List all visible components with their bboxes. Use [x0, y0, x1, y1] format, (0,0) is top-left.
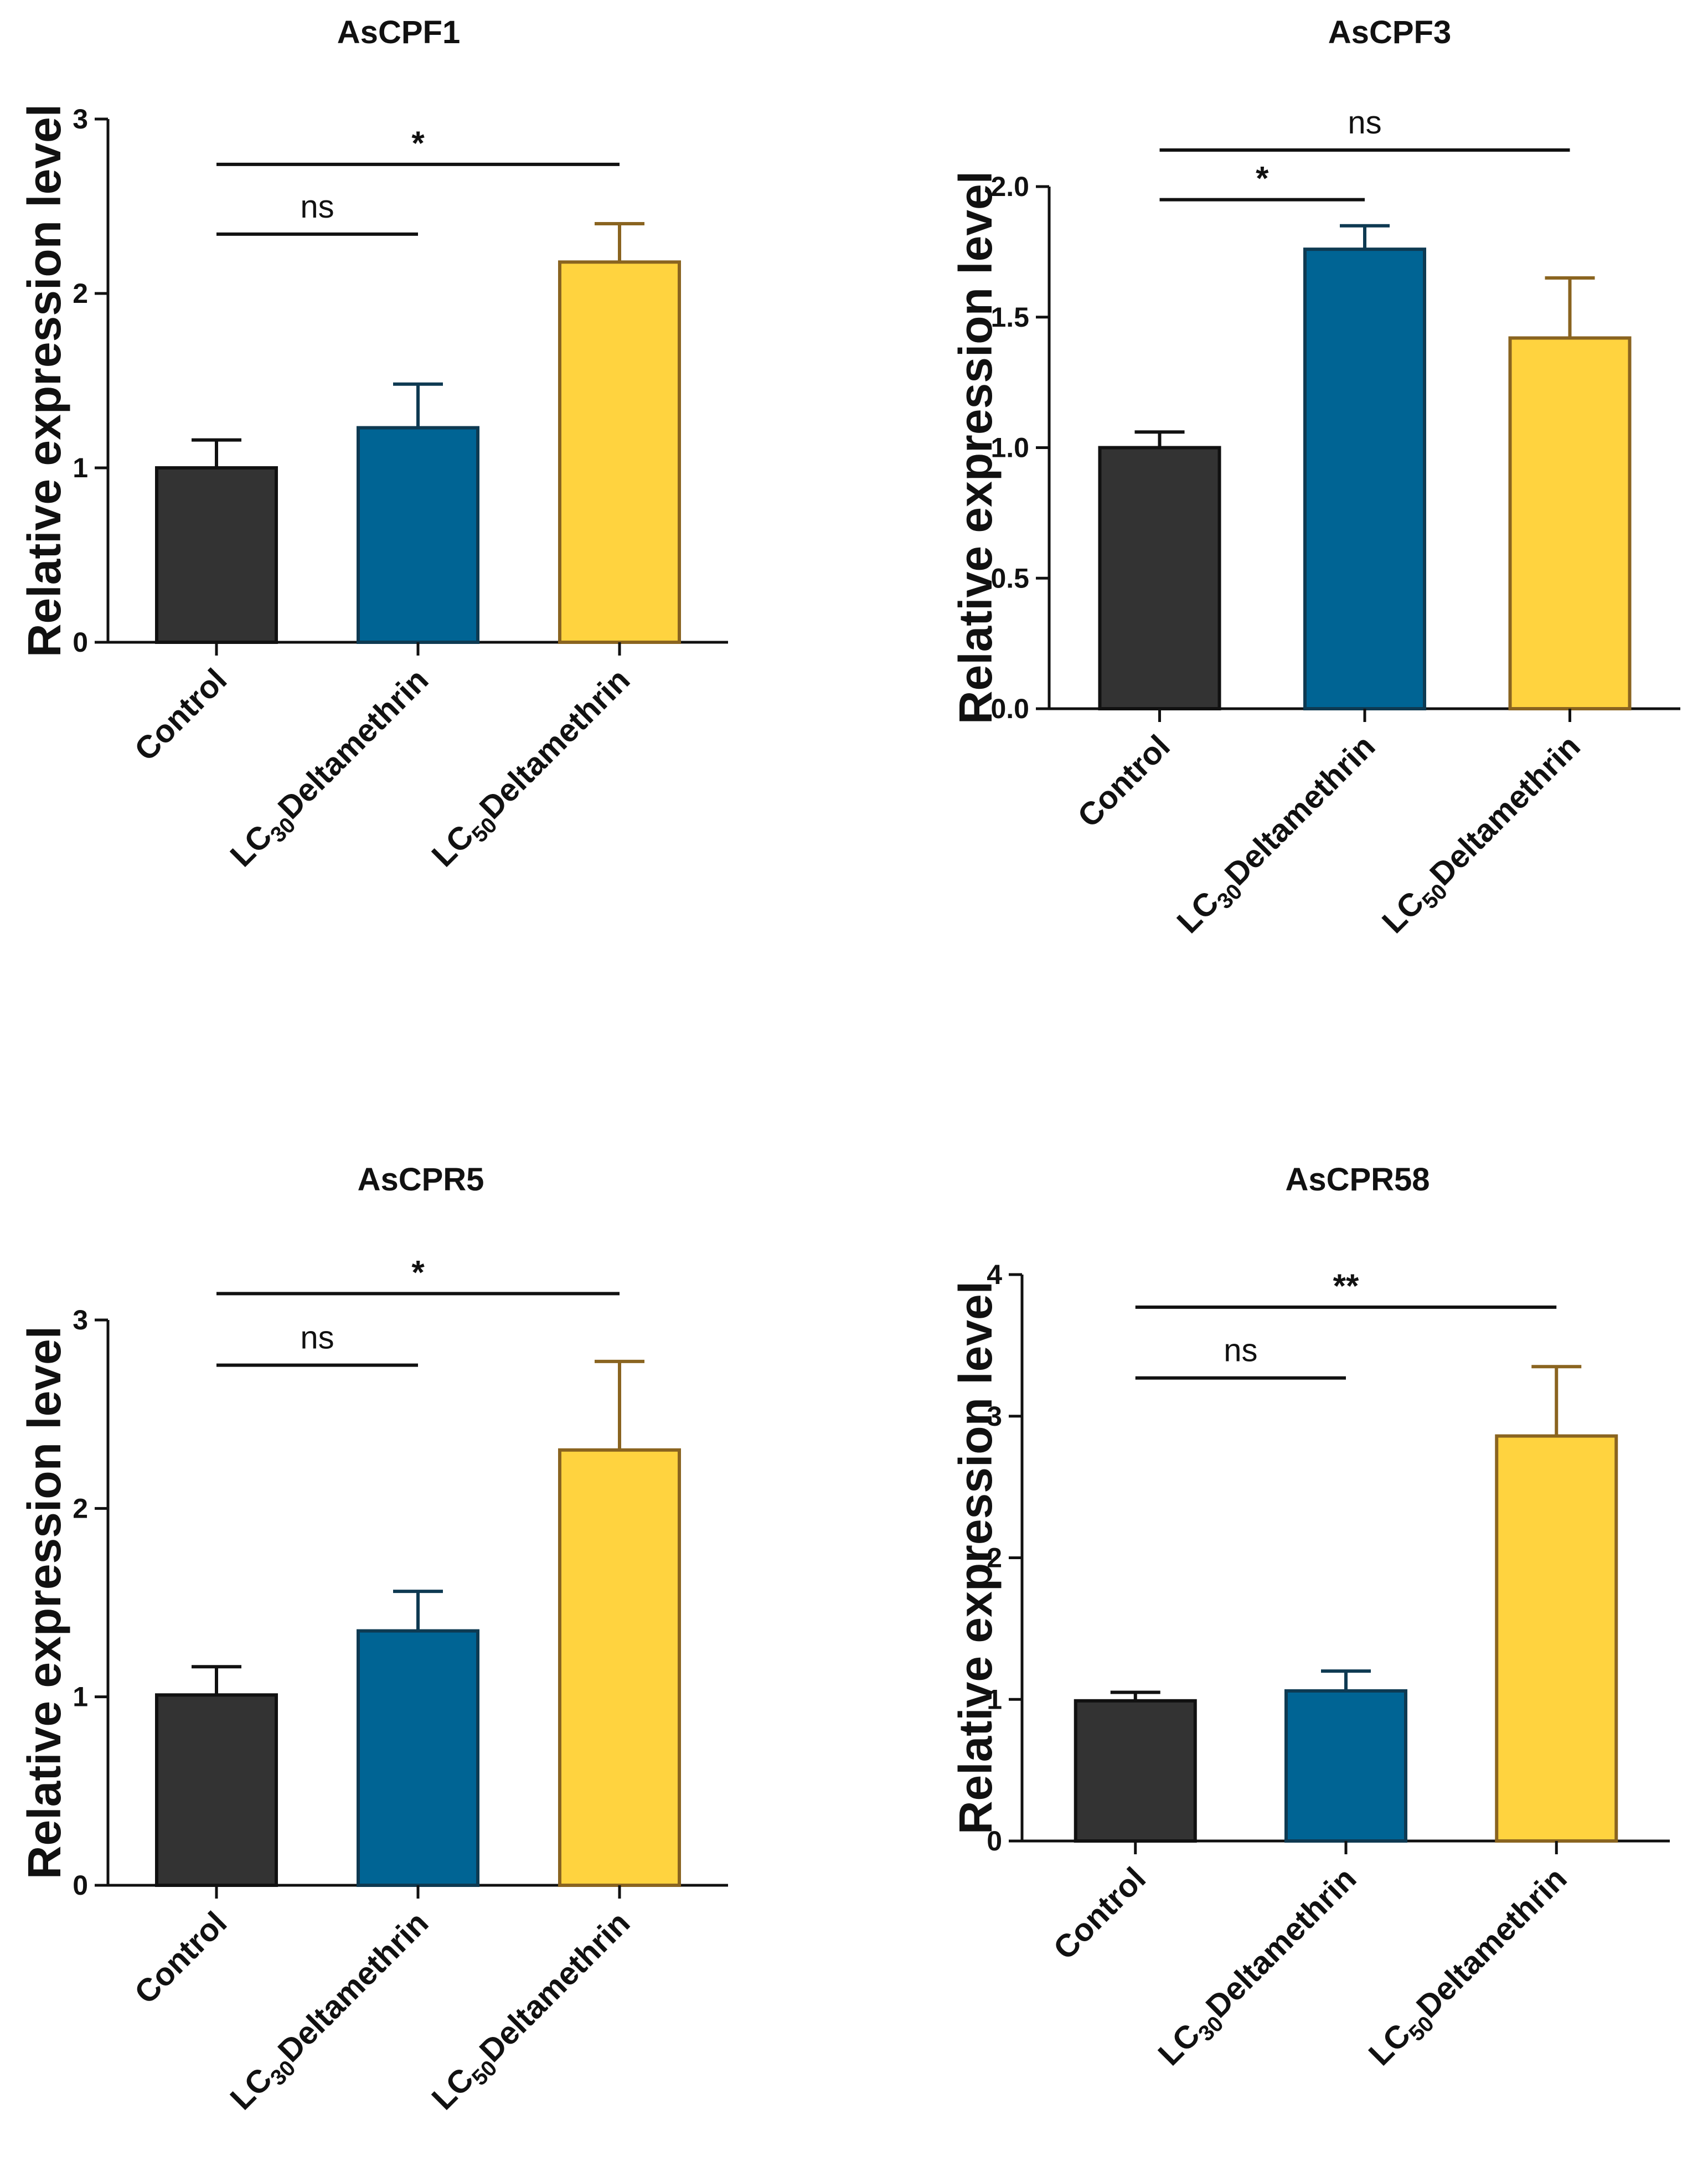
significance-label: ns [300, 1320, 334, 1356]
bar-2 [357, 1629, 479, 1887]
y-tick-label: 0.5 [990, 563, 1029, 594]
y-tick-label: 3 [73, 104, 88, 135]
category-label: LC30Deltamethrin [223, 662, 439, 878]
significance-label: * [1256, 160, 1269, 197]
y-tick-label: 2.0 [990, 171, 1029, 202]
y-tick-label: 3 [73, 1304, 88, 1335]
bar-1 [1098, 446, 1221, 710]
category-label: Control [127, 1905, 234, 2011]
category-label: LC30Deltamethrin [223, 1905, 439, 2121]
category-label: LC50Deltamethrin [1362, 1860, 1578, 2076]
bar-3 [1508, 336, 1632, 710]
category-label: LC30Deltamethrin [1170, 728, 1386, 944]
y-tick-label: 0 [73, 627, 88, 658]
category-label: LC50Deltamethrin [425, 662, 641, 878]
bar-1 [155, 1693, 278, 1887]
category-label: Control [1046, 1860, 1153, 1967]
bar-1 [155, 466, 278, 644]
significance-label: * [411, 1254, 425, 1291]
category-label: LC50Deltamethrin [1375, 728, 1591, 944]
significance-label: ns [1348, 105, 1381, 141]
y-tick-label: 0 [987, 1825, 1002, 1856]
bar-2 [1303, 247, 1426, 711]
bar-3 [558, 260, 681, 644]
y-axis-label: Relative expression level [18, 104, 70, 657]
y-tick-label: 0 [73, 1870, 88, 1901]
y-tick-label: 2 [73, 278, 88, 309]
category-label: LC50Deltamethrin [425, 1905, 641, 2121]
bar-2 [357, 426, 479, 644]
y-tick-label: 0.0 [990, 693, 1029, 724]
y-tick-label: 1.5 [990, 302, 1029, 333]
significance-label: ** [1333, 1267, 1359, 1304]
panel-title: AsCPR5 [358, 1162, 484, 1198]
significance-label: ns [1224, 1333, 1257, 1369]
y-tick-label: 1 [73, 452, 88, 483]
y-tick-label: 3 [987, 1401, 1002, 1432]
y-axis-label: Relative expression level [950, 1281, 1002, 1834]
bar-3 [558, 1448, 681, 1887]
category-label: Control [1071, 728, 1177, 834]
y-tick-label: 2 [987, 1543, 1002, 1574]
significance-label: ns [300, 189, 334, 225]
bar-1 [1074, 1699, 1197, 1843]
y-axis-label: Relative expression level [18, 1326, 70, 1879]
panel-title: AsCPF3 [1328, 14, 1451, 50]
chart-panel-1: AsCPF1 Relative expression level 0 1 2 3 Contr… [18, 14, 728, 878]
panel-title: AsCPF1 [337, 14, 460, 50]
significance-label: * [411, 125, 425, 162]
y-axis-label: Relative expression level [950, 171, 1002, 724]
y-tick-label: 1 [987, 1684, 1002, 1715]
y-tick-label: 4 [987, 1259, 1002, 1290]
y-tick-label: 1 [73, 1682, 88, 1713]
y-tick-label: 1.0 [990, 432, 1029, 463]
category-label: Control [127, 662, 234, 768]
category-label: LC30Deltamethrin [1151, 1860, 1367, 2076]
panel-title: AsCPR58 [1285, 1162, 1430, 1198]
bar-2 [1284, 1689, 1407, 1843]
bar-3 [1495, 1434, 1618, 1843]
y-tick-label: 2 [73, 1493, 88, 1524]
